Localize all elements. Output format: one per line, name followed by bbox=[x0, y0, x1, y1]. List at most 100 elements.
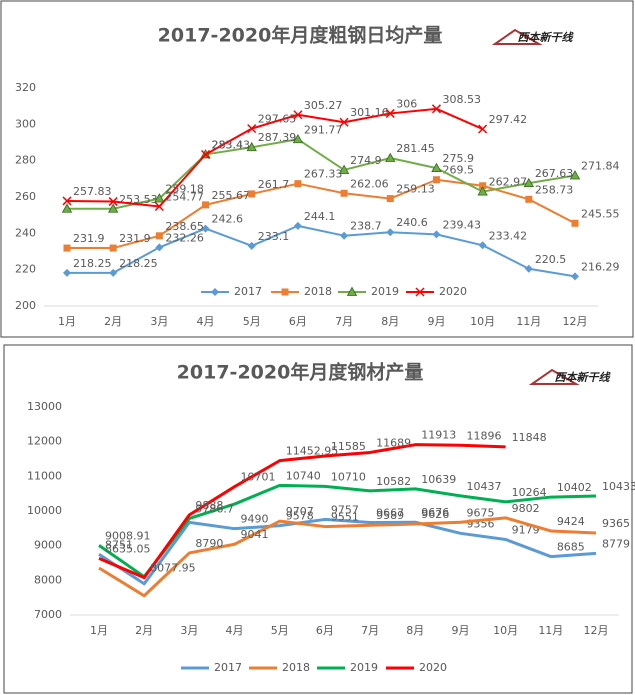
marker bbox=[293, 221, 302, 230]
data-label: 11585 bbox=[331, 440, 366, 453]
data-label: 10639 bbox=[421, 473, 456, 486]
y-tick-label: 300 bbox=[15, 117, 36, 130]
marker bbox=[292, 133, 304, 144]
x-tick-label: 6月 bbox=[316, 624, 334, 637]
marker bbox=[386, 228, 395, 237]
data-label: 238.7 bbox=[350, 220, 382, 233]
data-label: 267.63 bbox=[535, 167, 574, 180]
logo: 西本新干线 bbox=[555, 371, 612, 384]
data-label: 9578 bbox=[286, 510, 314, 523]
data-label: 242.6 bbox=[212, 213, 244, 226]
x-tick-label: 4月 bbox=[226, 624, 244, 637]
y-tick-label: 200 bbox=[15, 299, 36, 312]
data-label: 10433 bbox=[602, 480, 635, 493]
data-label: 218.25 bbox=[119, 257, 158, 270]
series-line bbox=[98, 483, 597, 579]
marker bbox=[63, 268, 71, 277]
y-tick-label: 280 bbox=[15, 154, 36, 167]
data-label: 269.5 bbox=[442, 164, 474, 177]
data-label: 8685 bbox=[557, 541, 585, 554]
data-label: 232.26 bbox=[165, 231, 204, 244]
y-tick-label: 9000 bbox=[34, 539, 62, 552]
data-label: 9365 bbox=[602, 517, 630, 530]
data-label: 233.1 bbox=[258, 230, 290, 243]
legend-label: 2017 bbox=[234, 285, 262, 298]
data-label: 291.77 bbox=[304, 123, 343, 136]
series-line bbox=[98, 516, 597, 598]
data-label: 287.39 bbox=[258, 131, 297, 144]
marker bbox=[571, 272, 579, 281]
legend-label: 2019 bbox=[350, 661, 378, 674]
x-tick-label: 2月 bbox=[135, 624, 153, 637]
data-label: 10402 bbox=[557, 481, 592, 494]
marker bbox=[107, 203, 119, 213]
x-tick-label: 12月 bbox=[563, 315, 588, 328]
chart-title: 2017-2020年月度钢材产量 bbox=[177, 361, 424, 384]
series-line bbox=[98, 443, 506, 580]
marker bbox=[109, 268, 118, 277]
data-label: 306 bbox=[396, 97, 417, 110]
data-label: 216.29 bbox=[581, 260, 620, 273]
data-label: 283.4 bbox=[212, 138, 244, 151]
data-label: 9802 bbox=[512, 502, 540, 515]
x-tick-label: 7月 bbox=[361, 624, 379, 637]
data-label: 255.67 bbox=[212, 189, 251, 202]
data-label: 9551 bbox=[331, 511, 359, 524]
x-tick-label: 1月 bbox=[58, 315, 76, 328]
y-tick-label: 10000 bbox=[27, 504, 62, 517]
marker bbox=[432, 230, 441, 239]
marker bbox=[386, 195, 394, 203]
series-line bbox=[67, 178, 576, 250]
data-label: 9490 bbox=[241, 513, 269, 526]
x-tick-label: 9月 bbox=[427, 315, 445, 328]
legend-label: 2018 bbox=[282, 661, 310, 674]
data-label: 257.83 bbox=[73, 185, 112, 198]
marker bbox=[155, 232, 163, 240]
x-tick-label: 7月 bbox=[335, 315, 353, 328]
marker bbox=[340, 231, 349, 240]
data-label: 9667 bbox=[376, 507, 404, 520]
marker bbox=[338, 164, 350, 174]
marker bbox=[293, 110, 303, 120]
data-label: 308.53 bbox=[442, 93, 481, 106]
data-label: 10701 bbox=[241, 471, 276, 484]
x-tick-label: 5月 bbox=[271, 624, 289, 637]
marker bbox=[247, 241, 256, 250]
marker bbox=[478, 124, 488, 134]
marker bbox=[62, 196, 72, 206]
y-tick-label: 260 bbox=[15, 190, 36, 203]
marker bbox=[201, 149, 211, 160]
data-label: 10710 bbox=[331, 470, 366, 483]
data-label: 11848 bbox=[512, 431, 547, 444]
x-tick-label: 8月 bbox=[381, 315, 399, 328]
data-label: 9008.91 bbox=[105, 529, 151, 542]
y-tick-label: 8000 bbox=[34, 573, 62, 586]
x-tick-label: 1月 bbox=[90, 624, 108, 637]
x-tick-label: 10月 bbox=[493, 624, 518, 637]
data-label: 240.6 bbox=[396, 216, 428, 229]
data-label: 233.42 bbox=[489, 229, 528, 242]
x-tick-label: 10月 bbox=[470, 315, 495, 328]
x-tick-label: 12月 bbox=[584, 624, 609, 637]
legend-label: 2019 bbox=[371, 285, 399, 298]
data-label: 8790 bbox=[195, 537, 223, 550]
marker bbox=[63, 244, 71, 252]
data-label: 262.97 bbox=[489, 176, 528, 189]
marker bbox=[211, 288, 219, 296]
legend-label: 2017 bbox=[214, 661, 242, 674]
marker bbox=[339, 117, 349, 127]
marker bbox=[525, 195, 533, 203]
data-label: 11913 bbox=[421, 429, 456, 442]
y-tick-label: 240 bbox=[15, 226, 36, 239]
data-label: 9041 bbox=[241, 528, 269, 541]
data-label: 10264 bbox=[512, 486, 547, 499]
marker bbox=[154, 193, 165, 203]
data-label: 271.84 bbox=[581, 159, 620, 172]
data-label: 239.43 bbox=[442, 218, 481, 231]
marker bbox=[294, 180, 302, 188]
data-label: 267.33 bbox=[304, 168, 343, 181]
y-tick-label: 13000 bbox=[27, 400, 62, 413]
data-label: 283.43 bbox=[212, 138, 251, 151]
x-tick-label: 8月 bbox=[406, 624, 424, 637]
